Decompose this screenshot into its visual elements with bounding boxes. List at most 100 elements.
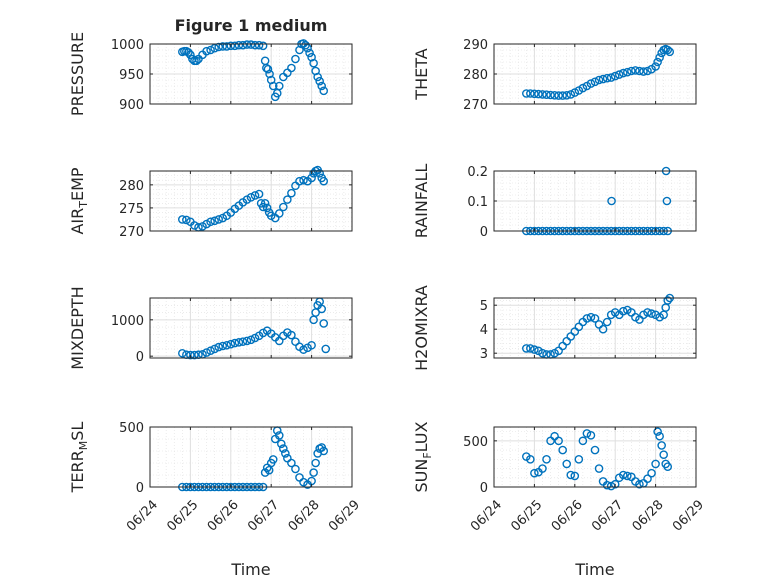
subplot-terr-msl-y-axis-title: TERRMSL xyxy=(68,422,90,494)
subplot-terr-msl-x-tick-label: 06/24 xyxy=(124,497,161,534)
subplot-air-temp-y-tick-label: 275 xyxy=(119,202,144,217)
subplot-pressure-data-point xyxy=(303,43,312,53)
subplot-sun-flux-data-point xyxy=(538,464,547,473)
subplot-pressure-data-point xyxy=(268,81,278,91)
subplot-terr-msl-data-point xyxy=(281,449,290,458)
subplot-sun-flux-x-tick-label: 06/25 xyxy=(508,497,545,534)
subplot-sun-flux-data-point xyxy=(578,436,588,446)
subplot-terr-msl: 0 500 06/24 06/25 06/26 06/27 06/28 06/29 TERRMS… xyxy=(68,421,363,535)
subplot-terr-msl-x-tick-label: 06/26 xyxy=(205,497,242,534)
subplot-air-temp-data-point xyxy=(182,215,191,225)
subplot-sun-flux-data-point xyxy=(657,441,666,450)
subplot-mixdepth-data-point xyxy=(287,330,296,340)
subplot-mixdepth-y-axis-title: MIXDEPTH xyxy=(68,286,87,369)
subplot-theta-data-point xyxy=(526,89,535,98)
subplot-h2omixra-plot-area xyxy=(494,298,696,358)
subplot-mixdepth-data-point xyxy=(206,346,215,356)
subplot-mixdepth-data-point xyxy=(234,338,244,347)
subplot-sun-flux-data-point xyxy=(647,468,656,478)
subplot-air-temp: 270 275 280 AIRTEMP xyxy=(68,165,353,240)
subplot-theta-data-point xyxy=(550,91,559,100)
subplot-theta-data-point xyxy=(566,90,576,99)
subplot-mixdepth-data-point xyxy=(307,340,316,350)
subplot-terr-msl-data-point xyxy=(276,439,286,449)
subplot-mixdepth-data-point xyxy=(214,342,223,352)
subplot-pressure-data-point xyxy=(319,86,329,96)
subplot-h2omixra-data-point xyxy=(526,344,535,353)
subplot-h2omixra-y-axis-title: H2OMIXRA xyxy=(412,285,431,371)
subplot-mixdepth-data-point xyxy=(238,337,248,346)
subplot-theta-y-tick-label: 270 xyxy=(463,98,488,113)
subplot-theta-data-point xyxy=(665,47,675,57)
subplot-rainfall-data-point xyxy=(607,196,616,206)
subplot-sun-flux-axes-box xyxy=(493,426,697,488)
subplot-theta-data-point xyxy=(538,90,547,99)
subplot-theta-data-point xyxy=(627,66,636,76)
subplot-pressure: 900 950 1000 PRESSURE xyxy=(68,32,353,116)
subplot-sun-flux: 0 500 06/24 06/25 06/26 06/27 06/28 06/29 SUNFLU… xyxy=(412,421,707,534)
subplot-sun-flux-data-point xyxy=(554,436,563,446)
subplot-sun-flux-data-point xyxy=(659,450,668,459)
subplot-air-temp-data-point xyxy=(178,215,187,224)
subplot-h2omixra: 3 4 5 H2OMIXRA xyxy=(412,285,697,371)
subplot-h2omixra-axes-box xyxy=(493,297,697,359)
subplot-sun-flux-data-point xyxy=(542,455,551,464)
subplot-terr-msl-axes-box xyxy=(149,426,353,488)
subplot-sun-flux-y-axis-title: SUNFLUX xyxy=(412,421,434,492)
subplot-h2omixra-data-point xyxy=(586,312,596,322)
subplot-sun-flux-x-tick-label: 06/29 xyxy=(670,497,707,534)
subplot-theta-data-point xyxy=(542,90,551,99)
subplot-sun-flux-data-point xyxy=(566,470,576,480)
subplot-sun-flux-data-point xyxy=(651,459,660,469)
subplot-air-temp-data-point xyxy=(274,209,284,218)
subplot-terr-msl-plot-area xyxy=(150,427,352,487)
subplot-sun-flux-x-tick-label: 06/24 xyxy=(468,497,505,534)
subplot-sun-flux-x-tick-label: 06/26 xyxy=(549,497,586,534)
subplot-pressure-y-tick-label: 900 xyxy=(119,98,144,113)
subplot-terr-msl-data-point xyxy=(311,458,320,468)
subplot-sun-flux-data-point xyxy=(663,462,673,471)
subplot-sun-flux-data-point xyxy=(618,470,628,480)
subplot-sun-flux-data-point xyxy=(623,471,632,481)
subplot-mixdepth-data-point xyxy=(242,336,252,346)
subplot-h2omixra-y-tick-label: 5 xyxy=(480,299,488,314)
subplot-mixdepth: 0 1000 MIXDEPTH xyxy=(68,286,353,370)
subplot-theta-y-tick-label: 290 xyxy=(463,38,488,53)
subplot-theta-data-point xyxy=(610,71,620,81)
subplot-pressure-data-point xyxy=(254,40,264,50)
subplot-theta-data-point xyxy=(655,53,664,62)
subplot-sun-flux-data-point xyxy=(558,445,567,455)
subplot-theta-data-point xyxy=(614,70,624,79)
subplot-sun-flux-data-point xyxy=(590,445,600,455)
subplot-theta-data-point xyxy=(663,45,673,55)
subplot-mixdepth-data-point xyxy=(246,335,256,345)
subplot-theta-data-point xyxy=(558,91,567,100)
subplot-theta-data-point xyxy=(594,75,604,85)
subplot-air-temp-data-point xyxy=(246,193,256,202)
subplot-pressure-data-point xyxy=(305,48,314,58)
subplot-pressure-data-point xyxy=(263,64,273,74)
subplot-h2omixra-data-point xyxy=(643,308,652,317)
subplot-mixdepth-data-point xyxy=(210,344,219,354)
subplot-pressure-data-point xyxy=(218,42,228,51)
subplot-pressure-data-point xyxy=(309,58,318,68)
subplot-theta-y-axis-title: THETA xyxy=(412,48,431,100)
subplot-sun-flux-y-tick-label: 500 xyxy=(463,435,488,450)
subplot-air-temp-data-point xyxy=(190,221,199,230)
subplot-pressure-data-point xyxy=(188,54,197,64)
subplot-pressure-data-point xyxy=(315,76,324,86)
subplot-pressure-data-point xyxy=(234,40,244,50)
subplot-air-temp-data-point xyxy=(319,176,329,186)
subplot-air-temp-data-point xyxy=(299,175,308,185)
subplot-pressure-data-point xyxy=(317,81,327,91)
subplot-h2omixra-data-point xyxy=(522,344,531,353)
subplot-sun-flux-data-point xyxy=(643,474,652,483)
subplot-theta-y-tick-label: 280 xyxy=(463,68,488,83)
subplot-sun-flux-data-point xyxy=(586,431,596,440)
subplot-sun-flux-data-point xyxy=(655,431,664,441)
subplot-mixdepth-data-point xyxy=(230,338,240,348)
subplot-mixdepth-data-point xyxy=(291,337,300,346)
subplot-theta-data-point xyxy=(546,90,555,100)
subplot-mixdepth-data-point xyxy=(317,304,327,314)
x-axis-title-right: Time xyxy=(574,560,614,579)
